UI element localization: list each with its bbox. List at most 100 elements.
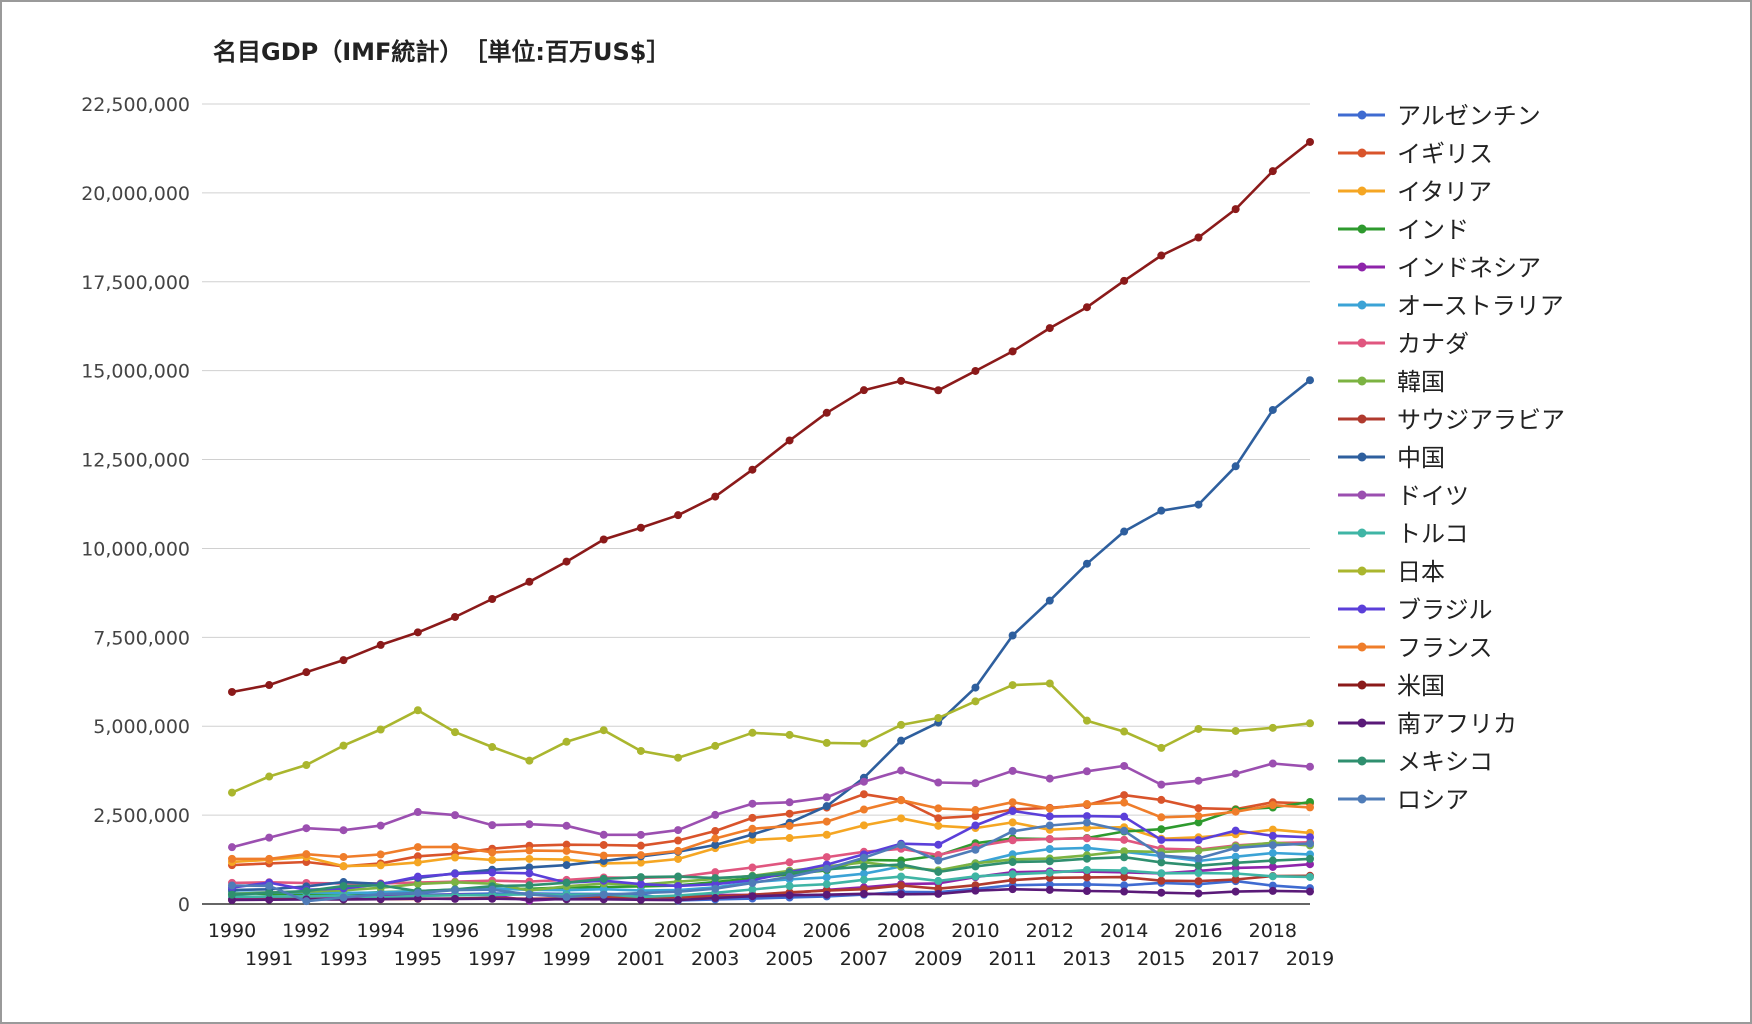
data-point: [1045, 835, 1054, 844]
series-2: [228, 814, 1314, 871]
legend-label: インド: [1397, 216, 1469, 244]
data-point: [971, 845, 980, 854]
data-point: [1231, 769, 1240, 778]
data-point: [1120, 873, 1129, 882]
x-tick-label: 1999: [542, 948, 590, 970]
data-point: [1120, 826, 1129, 835]
legend-marker: [1357, 718, 1367, 728]
y-tick-label: 20,000,000: [81, 183, 190, 205]
legend-marker: [1357, 756, 1367, 766]
data-point: [1268, 167, 1277, 176]
series-line: [231, 868, 1311, 899]
x-tick-label: 2001: [617, 948, 665, 970]
data-point: [1157, 506, 1166, 515]
x-tick-label: 2011: [988, 948, 1036, 970]
data-point: [1231, 205, 1240, 214]
legend-label: イタリア: [1397, 178, 1492, 206]
data-point: [451, 842, 460, 851]
x-tick-label: 2009: [914, 948, 962, 970]
data-point: [525, 881, 534, 890]
legend-marker: [1357, 414, 1367, 424]
data-point: [339, 741, 348, 750]
legend-marker: [1357, 300, 1367, 310]
data-point: [228, 687, 236, 696]
data-point: [1157, 876, 1166, 885]
data-point: [1008, 631, 1017, 640]
data-point: [599, 535, 608, 544]
data-point: [599, 840, 608, 849]
data-point: [1045, 596, 1054, 605]
series-10: [228, 759, 1314, 852]
legend-marker: [1357, 376, 1367, 386]
data-point: [1008, 806, 1017, 815]
data-point: [1008, 858, 1017, 867]
data-point: [897, 766, 906, 775]
data-point: [1120, 835, 1129, 844]
data-point: [785, 798, 794, 807]
data-point: [1194, 804, 1203, 813]
y-axis-ticks: 0 2,500,000 5,000,000 7,500,000 10,000,000 12…: [81, 94, 190, 916]
data-point: [1120, 887, 1129, 896]
data-point: [376, 640, 385, 649]
data-point: [1306, 839, 1314, 848]
data-point: [1082, 767, 1091, 776]
data-point: [1082, 865, 1091, 874]
data-point: [1268, 723, 1277, 732]
x-tick-label: 1991: [245, 948, 293, 970]
data-point: [748, 885, 757, 894]
x-tick-label: 1998: [505, 920, 553, 942]
data-point: [748, 872, 757, 881]
data-point: [1045, 821, 1054, 830]
legend-label: カナダ: [1397, 330, 1469, 358]
x-tick-label: 2000: [580, 920, 628, 942]
data-point: [1194, 846, 1203, 855]
data-point: [1082, 834, 1091, 843]
data-point: [748, 465, 757, 474]
data-point: [302, 824, 311, 833]
data-point: [1268, 841, 1277, 850]
data-point: [376, 890, 385, 899]
data-point: [1045, 868, 1054, 877]
data-point: [859, 777, 868, 786]
data-point: [488, 868, 497, 877]
data-point: [1231, 852, 1240, 861]
data-point: [971, 806, 980, 815]
data-point: [674, 896, 683, 905]
legend-marker: [1357, 224, 1367, 234]
data-point: [711, 741, 720, 750]
data-point: [859, 805, 868, 814]
data-point: [971, 886, 980, 895]
data-point: [1194, 854, 1203, 863]
data-point: [1157, 743, 1166, 752]
data-point: [228, 788, 236, 797]
data-point: [562, 855, 571, 864]
series-line: [231, 762, 1311, 849]
x-tick-label: 2008: [877, 920, 925, 942]
y-tick-label: 0: [178, 894, 190, 916]
legend-label: 韓国: [1397, 368, 1445, 396]
data-point: [451, 811, 460, 820]
data-point: [1231, 875, 1240, 884]
data-point: [1045, 679, 1054, 688]
data-point: [1268, 831, 1277, 840]
x-tick-label: 2005: [765, 948, 813, 970]
data-point: [1268, 872, 1277, 881]
data-point: [636, 858, 645, 867]
data-point: [1008, 885, 1017, 894]
data-point: [971, 862, 980, 871]
data-point: [1082, 854, 1091, 863]
y-tick-label: 12,500,000: [81, 450, 190, 472]
data-point: [1157, 858, 1166, 867]
data-point: [525, 846, 534, 855]
legend-label: アルゼンチン: [1397, 102, 1541, 130]
data-point: [451, 886, 460, 895]
data-point: [265, 772, 274, 781]
data-point: [525, 890, 534, 899]
data-point: [674, 846, 683, 855]
data-point: [1120, 812, 1129, 821]
legend-label: オーストラリア: [1397, 292, 1564, 320]
data-point: [636, 895, 645, 904]
legend-marker: [1357, 452, 1367, 462]
data-point: [1008, 827, 1017, 836]
chart-title: 名目GDP（IMF統計） ［単位:百万US$］: [213, 38, 671, 66]
